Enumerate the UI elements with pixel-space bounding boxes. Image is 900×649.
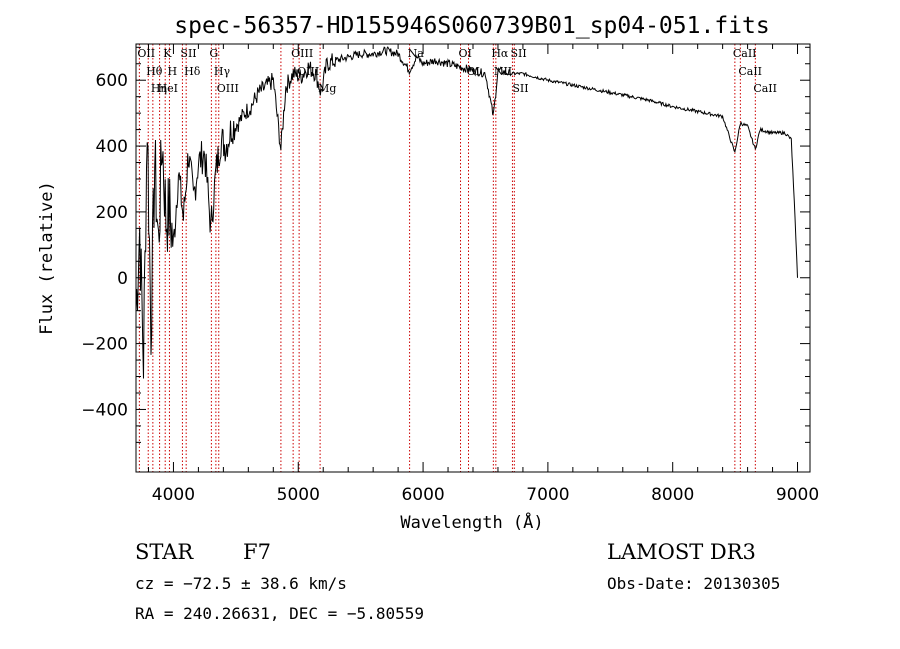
spectrum-line [135, 46, 798, 379]
y-axis: −400 −200 0 200 400 600 [81, 46, 810, 443]
x-tick-label: 5000 [277, 485, 320, 505]
line-markers [138, 44, 756, 472]
x-tick-label: 4000 [152, 485, 195, 505]
line-label: Hη [151, 82, 167, 95]
x-axis: 4000 5000 6000 7000 8000 9000 [147, 44, 819, 505]
y-tick-label: 200 [96, 203, 128, 223]
line-label: Hγ [214, 65, 231, 78]
line-label: CaII [733, 47, 757, 60]
x-tick-label: 6000 [401, 485, 444, 505]
y-tick-label: 0 [117, 269, 128, 289]
x-tick-label: 7000 [526, 485, 569, 505]
y-tick-label: 400 [96, 137, 128, 157]
y-tick-label: 600 [96, 71, 128, 91]
line-label: SII [510, 47, 526, 60]
line-label: CaII [738, 65, 762, 78]
line-label: OIII [291, 47, 313, 60]
line-label: G [209, 47, 218, 60]
chart-title: spec-56357-HD155946S060739B01_sp04-051.f… [174, 13, 769, 39]
y-tick-label: −400 [81, 400, 128, 420]
coordinates-readout: RA = 240.26631, DEC = −5.80559 [135, 604, 424, 623]
x-axis-label: Wavelength (Å) [400, 511, 543, 533]
line-label: OIII [217, 82, 239, 95]
spectrum-chart: spec-56357-HD155946S060739B01_sp04-051.f… [37, 13, 819, 533]
obs-date: Obs-Date: 20130305 [607, 574, 781, 593]
line-label: OII [137, 47, 155, 60]
line-label: H [167, 65, 177, 78]
line-label: Na [408, 47, 425, 60]
line-label: SII [512, 82, 528, 95]
redshift-readout: cz = −72.5 ± 38.6 km/s [135, 574, 347, 593]
line-label: HeI [158, 82, 178, 95]
object-class: STAR [135, 540, 194, 564]
line-label: NII [494, 65, 512, 78]
line-label: OI [459, 47, 472, 60]
line-label: Hδ [184, 65, 201, 78]
survey-name: LAMOST DR3 [607, 540, 756, 564]
x-tick-label: 9000 [776, 485, 819, 505]
line-label: SII [180, 47, 196, 60]
y-tick-label: −200 [81, 335, 128, 355]
plot-frame [135, 43, 811, 473]
x-tick-label: 8000 [651, 485, 694, 505]
object-subclass: F7 [243, 540, 271, 564]
line-label: CaII [753, 82, 777, 95]
line-label: K [163, 47, 172, 60]
line-label: Hα [491, 47, 509, 60]
line-label: Hθ [146, 65, 163, 78]
y-axis-label: Flux (relative) [37, 181, 57, 335]
